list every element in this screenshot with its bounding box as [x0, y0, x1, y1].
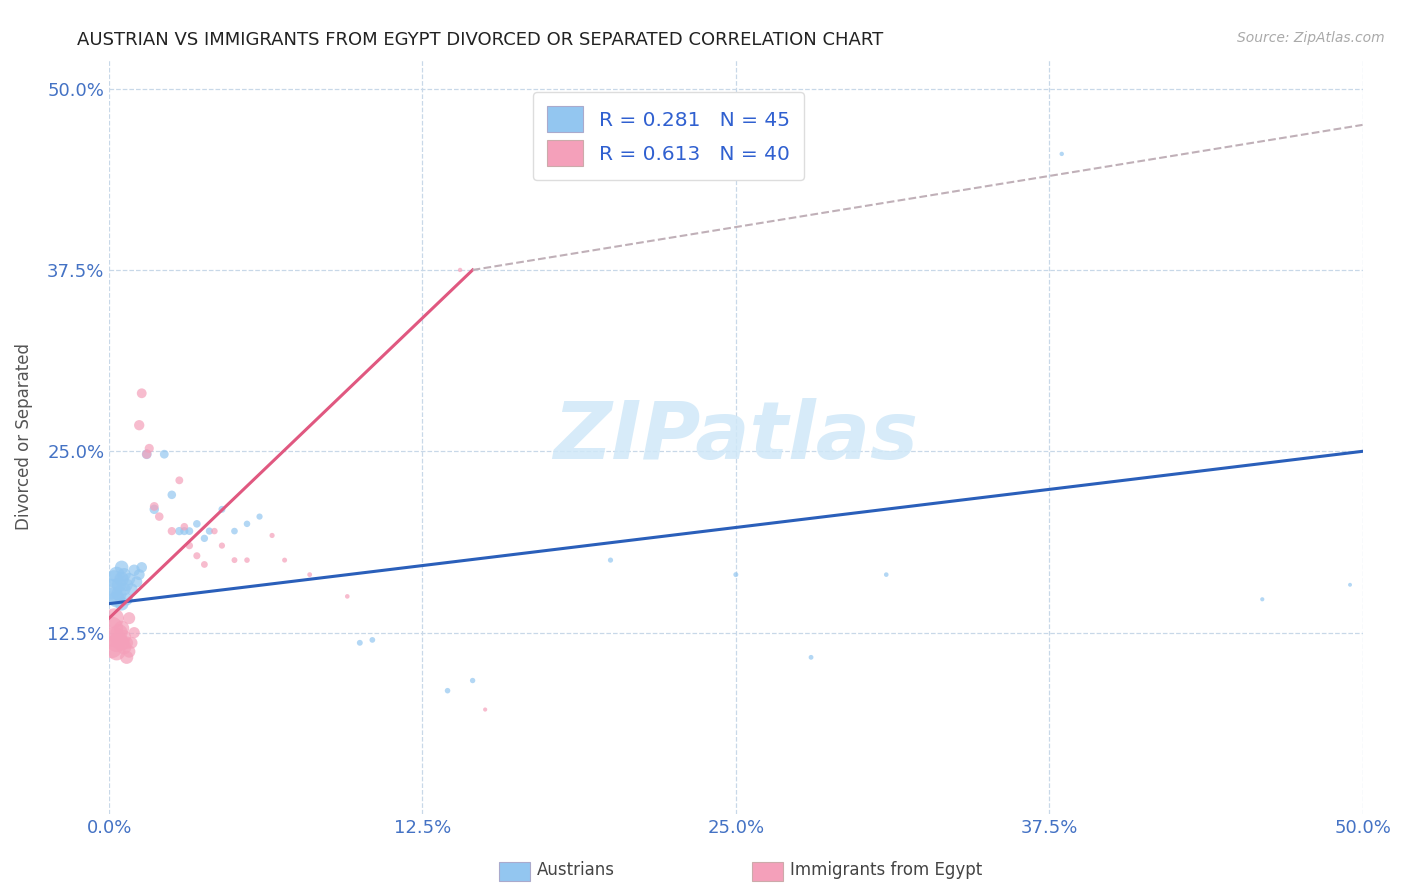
Point: [121, 582, 143, 596]
Point: [179, 539, 201, 553]
Point: [198, 524, 221, 538]
Point: [108, 632, 131, 647]
Point: [115, 650, 138, 665]
Point: [112, 630, 135, 644]
Point: [160, 524, 183, 538]
Point: [111, 560, 134, 574]
Point: [211, 502, 233, 516]
Point: [100, 582, 122, 596]
Y-axis label: Divorced or Separated: Divorced or Separated: [15, 343, 32, 531]
Point: [224, 553, 246, 567]
Point: [105, 636, 128, 650]
Point: [148, 509, 170, 524]
Point: [108, 586, 131, 600]
Point: [115, 578, 138, 592]
Point: [103, 630, 125, 644]
Point: [160, 488, 183, 502]
Point: [122, 563, 145, 577]
Point: [118, 611, 141, 625]
Point: [169, 524, 191, 538]
Point: [349, 636, 371, 650]
Point: [111, 597, 134, 611]
Point: [105, 644, 128, 658]
Point: [103, 611, 125, 625]
Point: [128, 418, 150, 433]
Point: [153, 447, 176, 461]
Point: [461, 673, 484, 688]
Point: [875, 567, 897, 582]
Text: Source: ZipAtlas.com: Source: ZipAtlas.com: [1237, 31, 1385, 45]
Point: [361, 632, 384, 647]
Point: [179, 524, 201, 538]
Point: [193, 532, 215, 546]
Point: [1339, 578, 1361, 592]
Point: [474, 702, 496, 716]
Point: [128, 567, 150, 582]
Point: [236, 553, 259, 567]
Point: [112, 567, 135, 582]
Point: [112, 640, 135, 655]
Point: [121, 636, 143, 650]
Legend: R = 0.281   N = 45, R = 0.613   N = 40: R = 0.281 N = 45, R = 0.613 N = 40: [533, 92, 804, 180]
Point: [108, 625, 131, 640]
Point: [236, 516, 259, 531]
Point: [100, 640, 122, 655]
Point: [186, 516, 208, 531]
Text: Immigrants from Egypt: Immigrants from Egypt: [790, 861, 983, 879]
Point: [111, 636, 134, 650]
Point: [138, 442, 160, 456]
Point: [105, 567, 128, 582]
Point: [298, 567, 321, 582]
Point: [143, 500, 166, 514]
Point: [273, 553, 295, 567]
Point: [103, 572, 125, 586]
Text: Austrians: Austrians: [537, 861, 614, 879]
Point: [262, 528, 284, 542]
Point: [186, 549, 208, 563]
Point: [112, 582, 135, 596]
Point: [173, 520, 195, 534]
Text: ZIPatlas: ZIPatlas: [554, 398, 918, 475]
Point: [131, 386, 153, 401]
Point: [115, 636, 138, 650]
Point: [105, 592, 128, 607]
Point: [599, 553, 621, 567]
Point: [211, 539, 233, 553]
Point: [336, 590, 359, 604]
Point: [100, 621, 122, 635]
Point: [115, 592, 138, 607]
Point: [122, 625, 145, 640]
Point: [135, 447, 157, 461]
Point: [1251, 592, 1274, 607]
Text: AUSTRIAN VS IMMIGRANTS FROM EGYPT DIVORCED OR SEPARATED CORRELATION CHART: AUSTRIAN VS IMMIGRANTS FROM EGYPT DIVORC…: [77, 31, 883, 49]
Point: [111, 572, 134, 586]
Point: [800, 650, 823, 665]
Point: [143, 502, 166, 516]
Point: [193, 558, 215, 572]
Point: [173, 524, 195, 538]
Point: [103, 590, 125, 604]
Point: [108, 578, 131, 592]
Point: [131, 560, 153, 574]
Point: [118, 572, 141, 586]
Point: [169, 473, 191, 487]
Point: [724, 567, 747, 582]
Point: [1050, 147, 1073, 161]
Point: [111, 621, 134, 635]
Point: [249, 509, 271, 524]
Point: [125, 574, 148, 589]
Point: [135, 447, 157, 461]
Point: [449, 263, 471, 277]
Point: [436, 683, 458, 698]
Point: [118, 644, 141, 658]
Point: [202, 524, 225, 538]
Point: [224, 524, 246, 538]
